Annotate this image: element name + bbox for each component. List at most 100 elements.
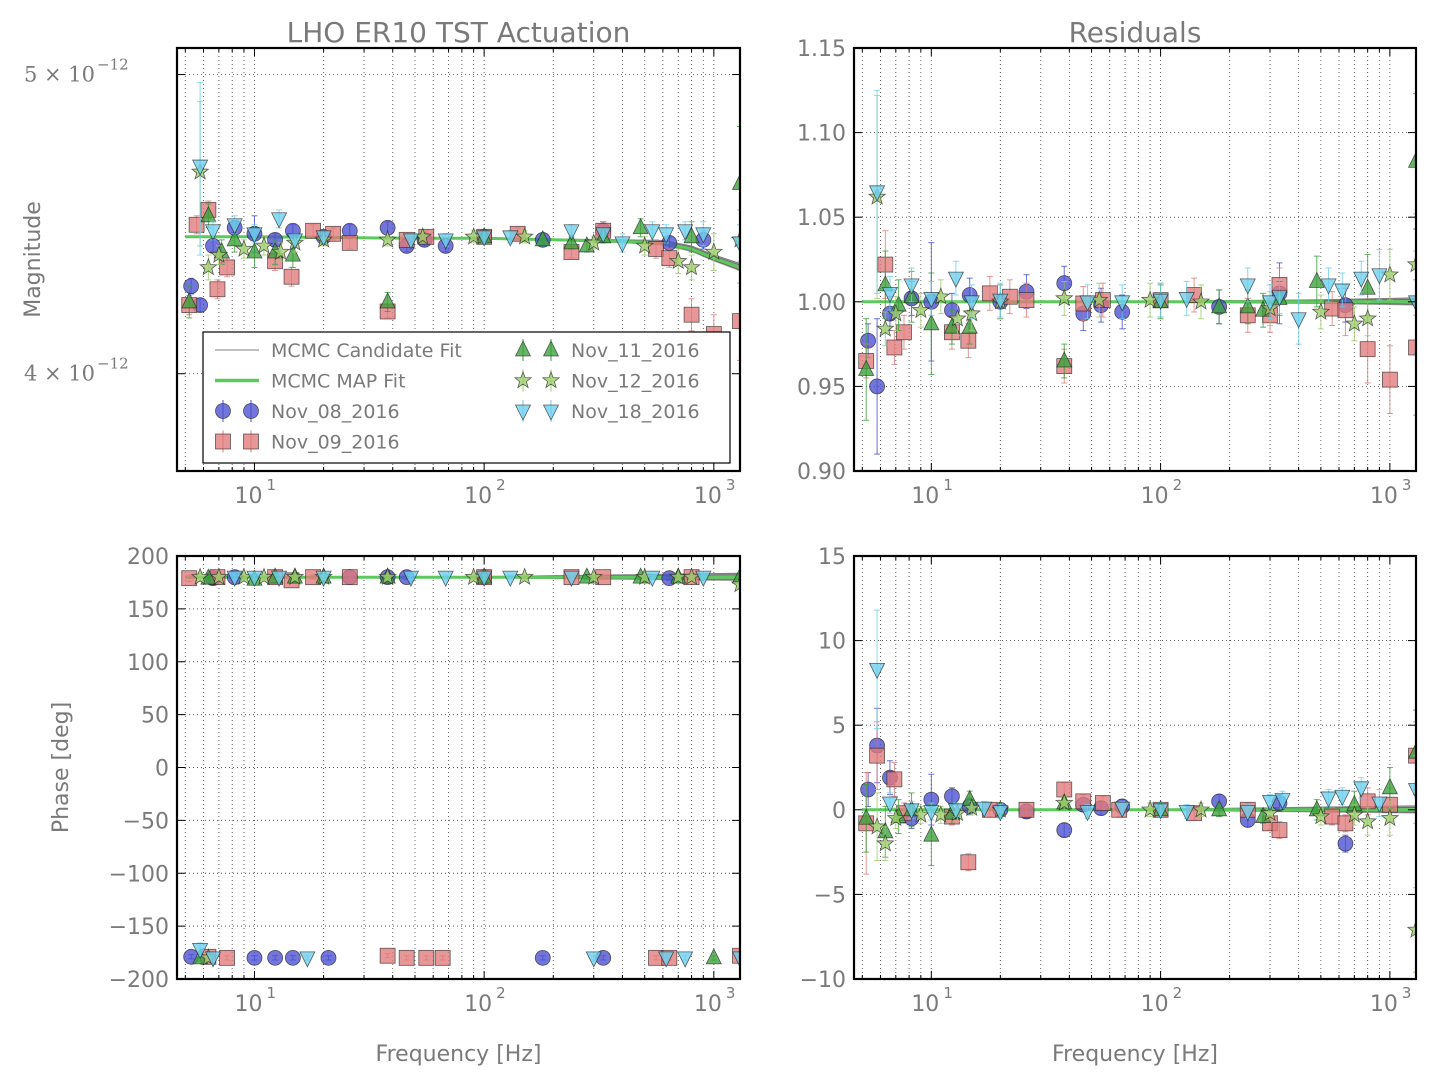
data-point: [1114, 801, 1131, 819]
data-point: [1320, 791, 1337, 808]
x-tick-label-exponent: 3: [726, 476, 736, 494]
x-tick-label-exponent: 2: [1173, 476, 1183, 494]
data-point: [896, 324, 912, 341]
data-point: [1408, 339, 1416, 356]
y-tick-label: 200: [127, 545, 169, 570]
data-point: [254, 236, 274, 254]
data-point: [1271, 290, 1288, 307]
legend-label: Nov_09_2016: [271, 432, 400, 454]
plot-content: [858, 89, 1416, 455]
data-point: [1381, 371, 1398, 388]
data-point: [1324, 300, 1341, 317]
data-point: [502, 570, 519, 588]
legend-item: Nov_18_2016: [514, 400, 700, 423]
y-tick-label: −5: [814, 883, 846, 908]
data-point: [1320, 278, 1337, 295]
data-point: [657, 227, 675, 244]
y-tick-label-exponent: −12: [97, 355, 129, 373]
data-point: [1324, 808, 1341, 825]
data-point: [226, 570, 243, 588]
data-point: [267, 949, 284, 966]
data-point: [644, 224, 661, 241]
data-point: [1018, 292, 1035, 309]
data-point: [1311, 806, 1331, 825]
data-point: [1178, 292, 1195, 309]
data-point: [981, 285, 998, 302]
series-nov-18-2016: [191, 82, 740, 262]
data-point: [378, 230, 397, 248]
data-point: [731, 567, 740, 584]
data-point: [1018, 801, 1035, 818]
data-point: [1094, 795, 1111, 811]
data-point: [534, 949, 551, 966]
data-point: [868, 185, 886, 202]
data-point: [944, 788, 960, 805]
legend-label: Nov_12_2016: [571, 371, 700, 393]
plot-content: [181, 82, 740, 361]
data-point: [1239, 296, 1256, 314]
data-point: [886, 303, 906, 322]
data-point: [947, 271, 965, 289]
data-point: [948, 308, 967, 327]
x-tick-label: 10: [911, 484, 939, 509]
data-point: [246, 570, 263, 588]
data-point: [1337, 302, 1354, 319]
data-point: [881, 796, 899, 813]
ticks: [177, 555, 740, 980]
y-tick-label: −200: [109, 968, 169, 993]
data-point: [534, 229, 551, 247]
data-point: [1334, 283, 1351, 300]
data-point: [1079, 295, 1096, 312]
y-tick-label: 15: [818, 545, 846, 570]
data-point: [1260, 803, 1280, 822]
series-nov-18-2016: [191, 570, 740, 968]
data-point: [695, 570, 712, 588]
data-point: [341, 234, 358, 251]
data-point: [869, 747, 885, 764]
y-axis-label: Magnitude: [21, 201, 46, 318]
data-point: [731, 236, 740, 253]
y-tick-label: 1.10: [797, 122, 846, 147]
data-point: [731, 951, 740, 968]
data-point: [1359, 341, 1376, 358]
data-point: [437, 570, 454, 588]
legend-item: Nov_09_2016: [215, 430, 400, 454]
x-tick-label: 10: [911, 992, 939, 1017]
y-tick-label: 1.05: [797, 206, 846, 231]
data-point: [858, 359, 875, 376]
x-axis-label: Frequency [Hz]: [1052, 1042, 1218, 1067]
data-point: [402, 233, 420, 250]
data-point: [668, 251, 688, 270]
data-point: [283, 268, 300, 285]
data-point: [886, 339, 903, 356]
legend-marker: [215, 433, 231, 450]
ticks: [177, 48, 740, 471]
y-tick-label: 5 × 10: [24, 63, 95, 87]
data-point: [1054, 793, 1074, 811]
data-point: [960, 332, 977, 349]
data-point: [923, 825, 940, 842]
data-point: [1380, 808, 1400, 827]
data-point: [398, 949, 415, 966]
y-tick-label: 1.00: [797, 291, 846, 316]
data-point: [1345, 314, 1364, 332]
data-point: [632, 217, 649, 235]
x-tick-label-exponent: 2: [496, 476, 506, 494]
data-point: [657, 951, 675, 968]
data-point: [226, 229, 243, 247]
data-point: [1359, 793, 1376, 810]
data-point: [437, 233, 454, 250]
data-point: [683, 306, 700, 323]
data-point: [947, 803, 965, 820]
y-tick-label: 1.15: [797, 37, 846, 62]
data-point: [704, 242, 724, 260]
data-point: [285, 567, 305, 586]
data-point: [1239, 805, 1256, 822]
data-point: [682, 257, 701, 276]
y-tick-label: 100: [127, 651, 169, 676]
data-point: [960, 854, 977, 871]
data-point: [881, 286, 899, 304]
data-point: [1381, 777, 1399, 795]
data-point: [911, 300, 931, 319]
ticks: [854, 47, 1416, 472]
